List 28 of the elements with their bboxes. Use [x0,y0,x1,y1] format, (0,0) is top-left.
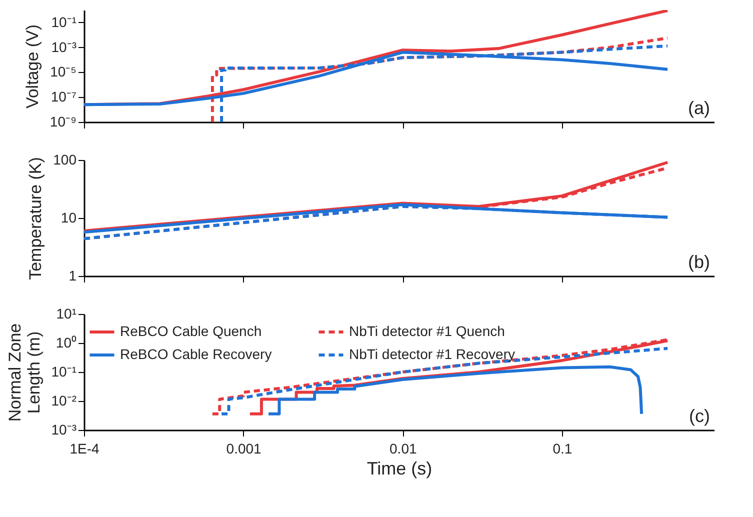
y-tick-label: 10⁰ [56,334,76,350]
y-tick-label: 10 [60,210,77,226]
y-axis-title: Temperature (K) [26,157,46,280]
y-tick-label: 10⁻³ [51,422,77,438]
x-tick-label: 1E-4 [70,440,100,456]
y-tick-label: 10⁻⁹ [50,114,76,130]
annotation: (a) [688,98,710,118]
y-tick-label: 10⁻³ [51,38,77,55]
y-axis-title: Normal Zone Length (m) [5,323,44,422]
annotation: (b) [688,252,710,272]
y-tick-label: 10⁻² [51,392,77,408]
y-tick-label: 10⁻¹ [51,14,77,30]
legend-label: ReBCO Cable Recovery [120,346,272,362]
y-tick-label: 10⁻¹ [51,364,77,380]
legend-label: ReBCO Cable Quench [120,323,262,339]
y-tick-label: 10⁻⁷ [50,88,76,105]
y-tick-label: 100 [53,152,77,168]
x-tick-label: 0.001 [226,440,262,456]
x-tick-label: 0.1 [552,440,572,456]
x-axis-title: Time (s) [366,458,432,478]
legend-label: NbTi detector #1 Quench [349,323,505,339]
legend-label: NbTi detector #1 Recovery [349,346,515,362]
annotation: (c) [689,406,710,426]
x-tick-label: 0.01 [390,440,417,456]
y-axis-title: Voltage (V) [22,24,42,109]
y-tick-label: 10⁻⁵ [50,64,76,80]
y-tick-label: 10¹ [56,306,77,322]
y-tick-label: 1 [68,268,77,284]
